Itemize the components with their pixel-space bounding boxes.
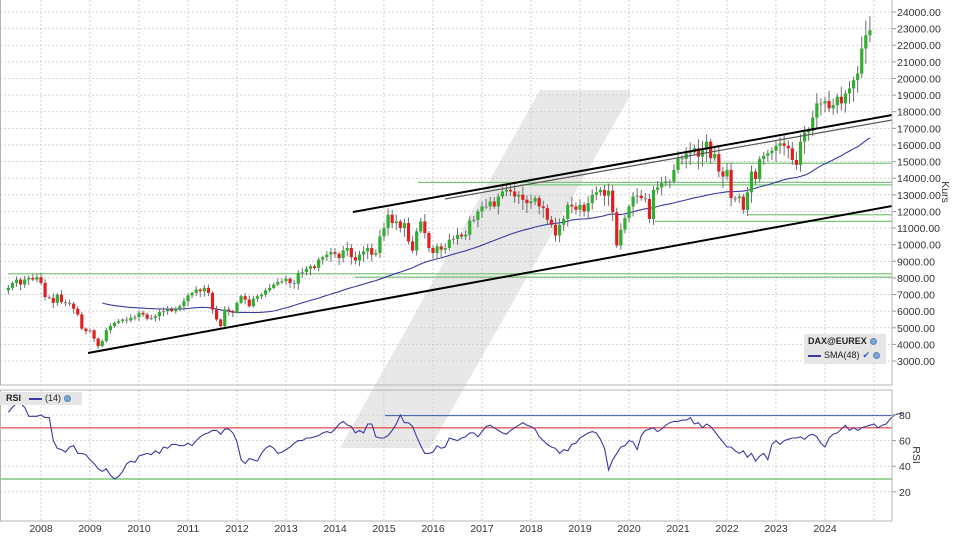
svg-text:6000.00: 6000.00	[897, 306, 935, 318]
svg-text:15000.00: 15000.00	[897, 157, 941, 169]
svg-text:2011: 2011	[177, 523, 200, 535]
svg-text:24000.00: 24000.00	[897, 7, 941, 19]
svg-text:60: 60	[899, 436, 911, 448]
rsi-legend: RSI (14)	[0, 392, 82, 405]
candlesticks	[6, 15, 872, 350]
rsi-period-label: (14)	[45, 393, 62, 403]
legend-dax-label: DAX@EUREX	[808, 336, 867, 346]
panel-frames	[0, 0, 893, 522]
rsi-line	[0, 402, 903, 480]
svg-text:80: 80	[899, 410, 911, 422]
svg-text:2008: 2008	[29, 523, 53, 535]
svg-text:5000.00: 5000.00	[897, 323, 935, 335]
svg-text:2019: 2019	[568, 523, 592, 535]
svg-text:14000.00: 14000.00	[897, 173, 941, 185]
rsi-axis-label: RSI	[910, 446, 922, 464]
svg-text:20: 20	[899, 487, 911, 499]
svg-text:2015: 2015	[372, 523, 396, 535]
svg-text:2023: 2023	[764, 523, 788, 535]
svg-text:2014: 2014	[323, 523, 347, 535]
svg-text:13000.00: 13000.00	[897, 190, 941, 202]
svg-text:18000.00: 18000.00	[897, 107, 941, 119]
sma-line	[102, 137, 871, 314]
svg-text:12000.00: 12000.00	[897, 206, 941, 218]
svg-text:8000.00: 8000.00	[897, 273, 935, 285]
rsi-legend-title: RSI	[6, 393, 22, 403]
legend-item-sma[interactable]: SMA(48) ✔	[804, 348, 886, 362]
settings-icon[interactable]	[873, 352, 881, 360]
svg-text:2022: 2022	[715, 523, 739, 535]
price-grid	[0, 0, 892, 385]
svg-text:19000.00: 19000.00	[897, 90, 941, 102]
settings-icon[interactable]	[869, 338, 877, 346]
svg-text:2013: 2013	[274, 523, 298, 535]
price-axis-label: Kurs	[939, 181, 951, 203]
svg-text:4000.00: 4000.00	[897, 339, 935, 351]
time-axis: 2008 2009 2010 2011 2012 2013 2014 2015 2016 2017…	[29, 523, 837, 535]
svg-text:2018: 2018	[519, 523, 543, 535]
svg-text:22000.00: 22000.00	[897, 40, 941, 52]
svg-text:2024: 2024	[813, 523, 837, 535]
svg-text:2016: 2016	[421, 523, 445, 535]
svg-text:2021: 2021	[666, 523, 690, 535]
svg-text:2010: 2010	[127, 523, 151, 535]
svg-text:2020: 2020	[617, 523, 641, 535]
svg-text:7000.00: 7000.00	[897, 290, 935, 302]
checkmark-icon[interactable]: ✔	[862, 350, 871, 360]
svg-text:21000.00: 21000.00	[897, 57, 941, 69]
svg-text:2009: 2009	[78, 523, 102, 535]
price-axis: 24000.00 23000.00 22000.00 21000.00 20000.00…	[892, 7, 941, 368]
main-legend: DAX@EUREX SMA(48) ✔	[804, 334, 886, 364]
svg-text:20000.00: 20000.00	[897, 73, 941, 85]
sma-swatch	[808, 354, 821, 357]
svg-text:16000.00: 16000.00	[897, 140, 941, 152]
svg-text:10000.00: 10000.00	[897, 240, 941, 252]
svg-text:9000.00: 9000.00	[897, 256, 935, 268]
svg-text:3000.00: 3000.00	[897, 356, 935, 368]
legend-sma-label: SMA(48)	[824, 350, 860, 360]
svg-text:40: 40	[899, 461, 911, 473]
svg-text:23000.00: 23000.00	[897, 24, 941, 36]
svg-text:2017: 2017	[470, 523, 494, 535]
support-resistance-lines	[8, 162, 892, 278]
rsi-swatch	[29, 397, 43, 400]
svg-text:11000.00: 11000.00	[897, 223, 940, 235]
svg-text:17000.00: 17000.00	[897, 123, 941, 135]
trend-lines	[87, 114, 893, 354]
legend-item-dax[interactable]: DAX@EUREX	[804, 334, 886, 348]
rsi-axis: 80 60 40 20	[892, 410, 911, 499]
svg-text:2012: 2012	[225, 523, 249, 535]
settings-icon[interactable]	[64, 395, 72, 403]
